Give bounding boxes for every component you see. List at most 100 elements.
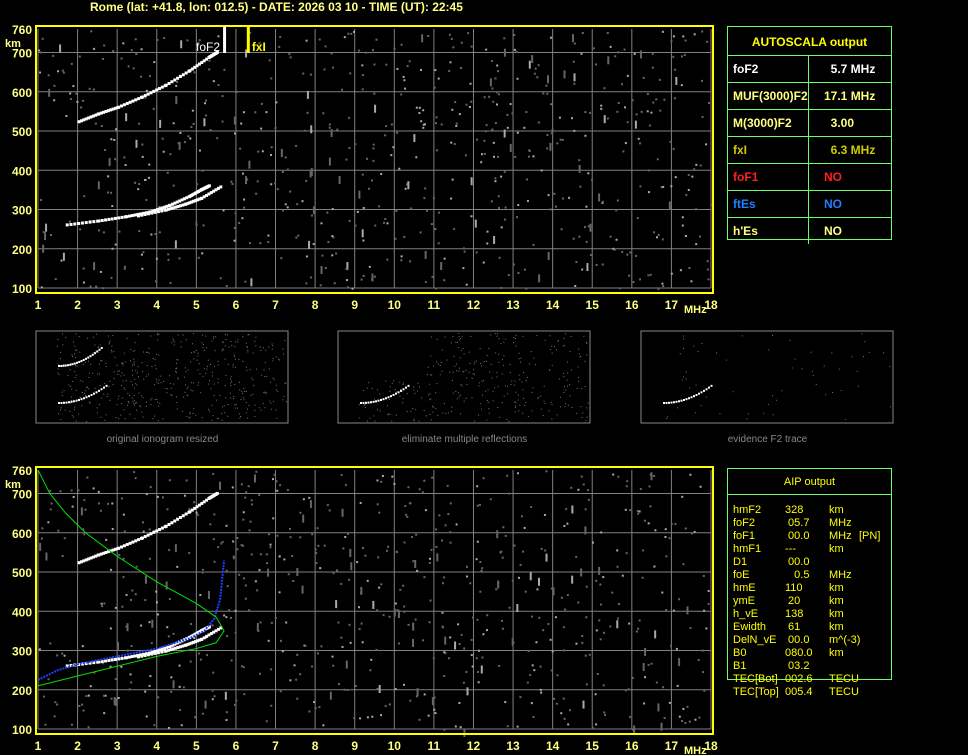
thumbnail-noise — [234, 341, 236, 343]
thumbnail-noise — [498, 338, 500, 340]
trace-point — [169, 648, 173, 652]
thumbnail-noise — [142, 416, 144, 418]
noise-dot — [289, 527, 292, 530]
noise-dot — [234, 609, 237, 612]
noise-dot — [328, 157, 331, 166]
noise-dot — [318, 706, 321, 709]
noise-dot — [506, 126, 509, 129]
trace-point — [84, 117, 88, 121]
thumbnail-noise — [452, 371, 454, 373]
noise-dot — [49, 642, 52, 645]
thumbnail-trace — [675, 400, 678, 403]
thumbnail-noise — [120, 385, 122, 387]
thumbnail-noise — [581, 388, 583, 390]
noise-dot — [475, 657, 478, 660]
noise-dot — [306, 111, 309, 114]
y-tick-label: 700 — [12, 488, 32, 502]
noise-dot — [279, 35, 282, 38]
thumbnail-noise — [551, 404, 553, 406]
thumbnail-noise — [69, 369, 71, 371]
thumbnail-noise — [134, 404, 136, 406]
noise-dot — [482, 633, 485, 636]
x-tick-label: 8 — [312, 739, 319, 753]
thumbnail-noise — [171, 394, 173, 396]
thumbnail-noise — [157, 420, 159, 422]
thumbnail-noise — [374, 398, 376, 400]
noise-dot — [571, 575, 574, 584]
thumbnail-noise — [459, 394, 461, 396]
noise-dot — [104, 149, 107, 152]
noise-dot — [662, 185, 665, 188]
thumbnail-noise — [142, 396, 144, 398]
noise-dot — [380, 172, 383, 175]
thumbnail-noise — [566, 385, 568, 387]
noise-dot — [547, 252, 550, 261]
noise-dot — [281, 650, 284, 653]
thumbnail-noise — [123, 387, 125, 389]
thumbnail-noise — [490, 334, 492, 336]
noise-dot — [404, 187, 407, 190]
thumbnail-noise — [120, 375, 122, 377]
noise-dot — [429, 599, 432, 602]
aip-cell: km — [829, 647, 844, 659]
noise-dot — [707, 602, 710, 605]
noise-dot — [684, 527, 687, 530]
noise-dot — [533, 72, 536, 75]
noise-dot — [396, 67, 399, 70]
noise-dot — [166, 171, 169, 174]
trace-point — [130, 655, 134, 659]
noise-dot — [584, 134, 587, 137]
noise-dot — [384, 705, 387, 708]
noise-dot — [335, 600, 338, 609]
trace-point — [184, 512, 188, 516]
thumbnail-noise — [230, 376, 232, 378]
thumbnail-noise — [177, 378, 179, 380]
noise-dot — [581, 635, 584, 638]
aip-output-table: AIP output hmF2 328 km foF2 05.7 MHz foF1 00.… — [727, 468, 892, 698]
noise-dot — [486, 230, 489, 233]
thumbnail-noise — [428, 383, 430, 385]
noise-dot — [310, 125, 313, 134]
trace-point — [92, 661, 96, 665]
noise-dot — [409, 502, 412, 505]
noise-dot — [644, 647, 647, 656]
noise-dot — [151, 619, 154, 628]
noise-dot — [513, 48, 516, 51]
thumbnail-trace — [58, 365, 60, 367]
noise-dot — [602, 684, 605, 687]
noise-dot — [268, 59, 271, 62]
noise-dot — [221, 540, 224, 543]
noise-dot — [506, 113, 509, 116]
trace-point — [107, 217, 111, 221]
noise-dot — [83, 195, 86, 198]
thumbnail-noise — [540, 395, 542, 397]
x-tick-label: 10 — [388, 298, 402, 312]
thumbnail-noise — [537, 396, 539, 398]
thumbnail-noise — [393, 380, 395, 382]
noise-dot — [668, 201, 671, 210]
thumbnail-noise — [578, 376, 580, 378]
noise-dot — [165, 581, 168, 590]
noise-dot — [421, 639, 424, 642]
noise-dot — [432, 197, 435, 200]
noise-dot — [142, 530, 145, 533]
noise-dot — [103, 694, 106, 697]
thumbnail-noise — [389, 390, 391, 392]
thumbnail-noise — [182, 334, 184, 336]
thumbnail-noise — [458, 339, 460, 341]
noise-dot — [208, 59, 211, 62]
thumbnail-noise — [123, 409, 125, 411]
thumbnail-noise — [747, 413, 749, 415]
thumbnail-noise — [109, 342, 111, 344]
thumbnail-noise — [158, 405, 160, 407]
thumbnail-noise — [272, 400, 274, 402]
thumbnail-noise — [540, 408, 542, 410]
thumbnail-trace — [85, 357, 87, 360]
trace-line — [37, 560, 226, 681]
thumbnail-trace — [390, 395, 392, 398]
noise-dot — [486, 242, 489, 245]
noise-dot — [198, 39, 201, 42]
thumbnail-trace — [710, 384, 713, 387]
noise-dot — [279, 690, 282, 693]
thumbnail-noise — [176, 401, 178, 403]
